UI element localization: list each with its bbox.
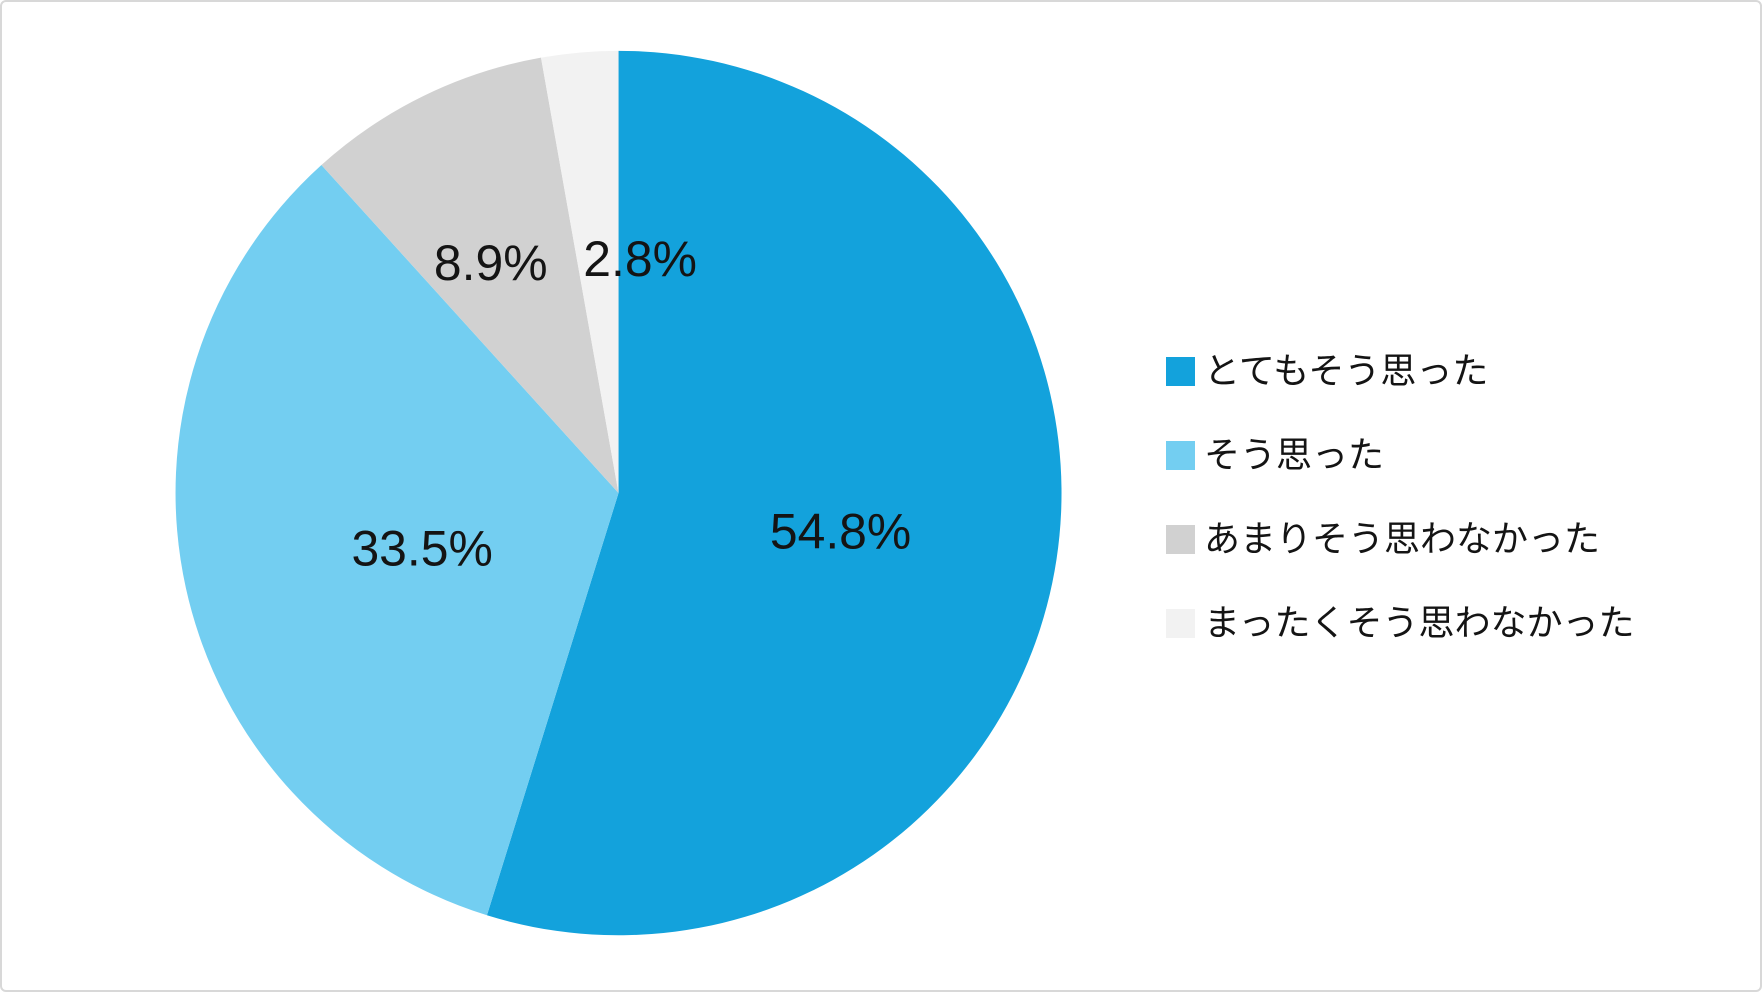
legend-item-1: そう思った <box>1166 433 1635 477</box>
data-label-2: 8.9% <box>434 235 548 291</box>
legend-item-3: まったくそう思わなかった <box>1166 601 1635 645</box>
legend-swatch-2 <box>1166 524 1195 554</box>
data-label-3: 2.8% <box>583 231 697 287</box>
legend-label-1: そう思った <box>1204 434 1385 475</box>
pie-slice-0 <box>486 50 1062 936</box>
pie-slice-2 <box>321 57 619 494</box>
legend-item-0: とてもそう思った <box>1166 349 1635 393</box>
legend-label-0: とてもそう思った <box>1204 350 1489 391</box>
legend-label-2: あまりそう思わなかった <box>1204 518 1601 559</box>
legend-swatch-0 <box>1166 356 1195 386</box>
legend-item-2: あまりそう思わなかった <box>1166 517 1635 561</box>
data-label-1: 33.5% <box>351 520 492 576</box>
legend-swatch-1 <box>1166 440 1195 470</box>
legend: とてもそう思った そう思った あまりそう思わなかった まったくそう思わなかった <box>1166 349 1635 645</box>
pie-slice-1 <box>175 165 619 916</box>
legend-label-3: まったくそう思わなかった <box>1204 602 1635 643</box>
data-label-0: 54.8% <box>770 504 911 560</box>
legend-swatch-3 <box>1166 608 1195 638</box>
pie-slice-3 <box>540 50 619 494</box>
